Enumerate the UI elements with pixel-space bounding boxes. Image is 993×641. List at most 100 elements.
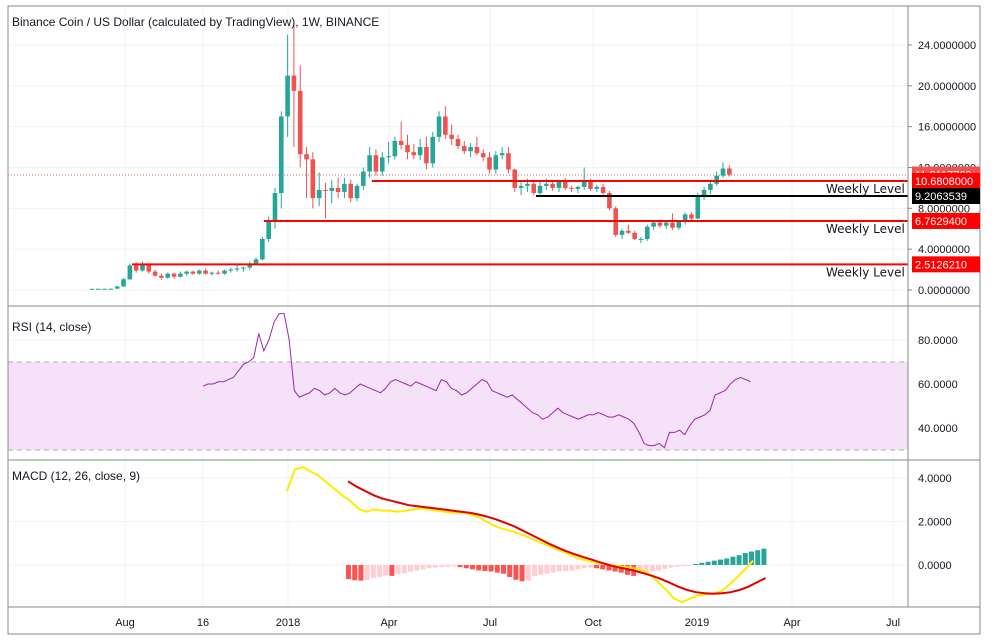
macd-hist-bar bbox=[538, 565, 544, 575]
candle-body bbox=[480, 153, 486, 158]
macd-hist-bar bbox=[563, 565, 568, 572]
macd-hist-bar bbox=[463, 565, 469, 569]
macd-hist-bar bbox=[643, 565, 649, 574]
candle-body bbox=[556, 181, 562, 188]
candle-body bbox=[708, 183, 713, 190]
price-tag-box bbox=[912, 172, 980, 189]
candle-body bbox=[512, 169, 518, 188]
candle-body bbox=[234, 268, 240, 270]
candle-body bbox=[203, 270, 208, 274]
candle-body bbox=[133, 265, 139, 271]
macd-hist-bar bbox=[358, 565, 364, 581]
candle-body bbox=[575, 186, 581, 189]
candle-body bbox=[266, 220, 271, 239]
price-tags: 11.311776010.68080006.76294002.51262109.… bbox=[912, 166, 980, 273]
candle-body bbox=[316, 189, 322, 199]
candle-body bbox=[525, 183, 530, 186]
price-tag-label: 2.5126210 bbox=[915, 259, 967, 271]
time-tick-label: 2018 bbox=[276, 617, 300, 629]
candle-body bbox=[487, 157, 492, 170]
macd-hist-bar bbox=[575, 565, 581, 570]
candles bbox=[89, 24, 732, 290]
candle-body bbox=[443, 116, 448, 135]
candle-body bbox=[689, 214, 694, 219]
candle-body bbox=[588, 181, 593, 189]
price-tag-box bbox=[912, 188, 980, 205]
candle-body bbox=[108, 288, 114, 290]
macd-hist-bar bbox=[532, 565, 537, 576]
macd-hist-bar bbox=[612, 565, 618, 572]
time-tick-label: 16 bbox=[197, 617, 209, 629]
macd-hist-bar bbox=[346, 565, 351, 580]
candle-body bbox=[531, 183, 536, 194]
candle-body bbox=[714, 175, 719, 184]
rsi-pane bbox=[202, 313, 751, 449]
macd-hist-bar bbox=[389, 565, 395, 576]
macd-hist-bar bbox=[662, 565, 668, 569]
price-tick-label: 16.0000000 bbox=[918, 122, 976, 134]
macd-hist-bar bbox=[501, 565, 506, 574]
candle-body bbox=[114, 286, 120, 289]
candle-body bbox=[272, 193, 278, 221]
candle-body bbox=[367, 155, 372, 172]
macd-hist-bar bbox=[494, 565, 500, 573]
candle-body bbox=[581, 181, 587, 187]
rsi-band bbox=[8, 362, 908, 450]
macd-hist-bar bbox=[482, 565, 488, 572]
candle-body bbox=[701, 189, 707, 197]
macd-tick-label: 2.0000 bbox=[918, 517, 952, 529]
rsi-tick-label: 40.0000 bbox=[918, 423, 958, 435]
candle-body bbox=[644, 226, 650, 239]
candle-body bbox=[102, 288, 107, 290]
candle-body bbox=[663, 222, 669, 226]
candle-body bbox=[386, 156, 391, 158]
candle-body bbox=[241, 267, 246, 269]
candle-body bbox=[493, 155, 499, 170]
signal-line bbox=[347, 480, 767, 595]
candle-body bbox=[279, 116, 284, 194]
macd-hist-bar bbox=[370, 565, 376, 579]
price-tag-box bbox=[912, 212, 980, 229]
candle-body bbox=[253, 259, 259, 264]
candle-body bbox=[190, 271, 196, 274]
time-tick-label: Jul bbox=[483, 617, 497, 629]
macd-hist-bar bbox=[600, 565, 606, 570]
candle-body bbox=[373, 155, 379, 172]
candle-body bbox=[392, 140, 398, 157]
candle-body bbox=[89, 288, 95, 290]
level-label: Weekly Level bbox=[826, 182, 905, 196]
levels: Weekly Level Weekly Level Weekly Level bbox=[132, 179, 908, 279]
candle-body bbox=[600, 186, 606, 194]
macd-hist-bar bbox=[507, 565, 513, 577]
macd-hist-bar bbox=[749, 551, 754, 565]
pane-frame bbox=[7, 5, 981, 635]
time-tick-label: Jul bbox=[886, 617, 900, 629]
candle-body bbox=[222, 270, 227, 274]
candle-body bbox=[449, 134, 454, 139]
price-tick-label: 8.0000000 bbox=[918, 203, 970, 215]
macd-hist-bar bbox=[476, 565, 482, 571]
macd-histogram bbox=[346, 548, 767, 582]
candle-body bbox=[215, 272, 221, 274]
time-tick-label: Oct bbox=[584, 617, 601, 629]
macd-hist-bar bbox=[699, 562, 705, 565]
candle-body bbox=[361, 171, 366, 186]
price-tag-label: 10.6808000 bbox=[915, 176, 973, 188]
candle-body bbox=[96, 288, 101, 290]
rsi-tick-label: 60.0000 bbox=[918, 379, 958, 391]
candle-body bbox=[436, 116, 442, 137]
macd-hist-bar bbox=[718, 559, 723, 565]
macd-hist-bar bbox=[674, 565, 680, 567]
candle-body bbox=[165, 273, 171, 278]
candle-body bbox=[310, 159, 316, 199]
rsi-title: RSI (14, close) bbox=[12, 320, 91, 334]
candle-body bbox=[638, 238, 644, 240]
candle-body bbox=[562, 181, 568, 188]
candle-body bbox=[670, 222, 675, 228]
macd-hist-bar bbox=[711, 560, 717, 565]
candle-body bbox=[196, 270, 202, 274]
macd-hist-bar bbox=[451, 565, 457, 567]
macd-hist-bar bbox=[445, 565, 451, 567]
